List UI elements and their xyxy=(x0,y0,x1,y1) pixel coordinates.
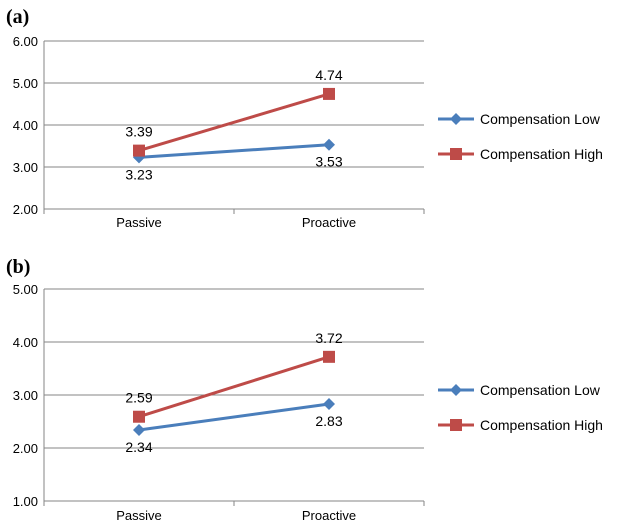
legend-marker-diamond xyxy=(450,113,462,125)
y-tick-label: 3.00 xyxy=(13,388,38,403)
data-label: 3.72 xyxy=(315,330,342,346)
series-line-high xyxy=(138,92,330,153)
data-point-diamond xyxy=(323,398,335,411)
x-tick-label: Passive xyxy=(116,215,162,230)
series-line-low xyxy=(138,402,330,432)
data-point-square xyxy=(133,410,145,423)
data-point-diamond xyxy=(323,138,335,151)
legend-marker-diamond xyxy=(450,384,462,396)
data-label: 2.83 xyxy=(315,413,342,429)
data-point-square xyxy=(133,144,145,157)
y-tick-label: 2.00 xyxy=(13,441,38,456)
y-tick-label: 1.00 xyxy=(13,494,38,509)
x-tick-label: Passive xyxy=(116,508,162,523)
y-tick-label: 5.00 xyxy=(13,76,38,91)
data-label: 4.74 xyxy=(315,67,342,83)
y-tick-label: 4.00 xyxy=(13,335,38,350)
legend-label: Compensation High xyxy=(480,146,603,162)
panel-label-b: (b) xyxy=(6,256,31,278)
series-line-low xyxy=(138,143,330,159)
data-label: 3.39 xyxy=(125,124,152,140)
legend-marker-square xyxy=(450,419,462,431)
legend-label: Compensation Low xyxy=(480,382,601,398)
legend-marker-square xyxy=(450,148,462,160)
data-label: 2.34 xyxy=(125,439,152,455)
data-label: 3.23 xyxy=(125,166,152,182)
legend-label: Compensation Low xyxy=(480,111,601,127)
x-tick-label: Proactive xyxy=(302,508,356,523)
series-line-high xyxy=(138,355,330,419)
legend-label: Compensation High xyxy=(480,417,603,433)
panel-label-a: (a) xyxy=(6,6,30,28)
y-tick-label: 5.00 xyxy=(13,282,38,297)
y-tick-label: 2.00 xyxy=(13,202,38,217)
data-point-square xyxy=(323,87,335,100)
data-point-square xyxy=(323,350,335,363)
y-tick-label: 6.00 xyxy=(13,34,38,49)
data-label: 2.59 xyxy=(125,390,152,406)
y-tick-label: 3.00 xyxy=(13,160,38,175)
data-label: 3.53 xyxy=(315,154,342,170)
x-tick-label: Proactive xyxy=(302,215,356,230)
y-tick-label: 4.00 xyxy=(13,118,38,133)
data-point-diamond xyxy=(133,423,145,436)
